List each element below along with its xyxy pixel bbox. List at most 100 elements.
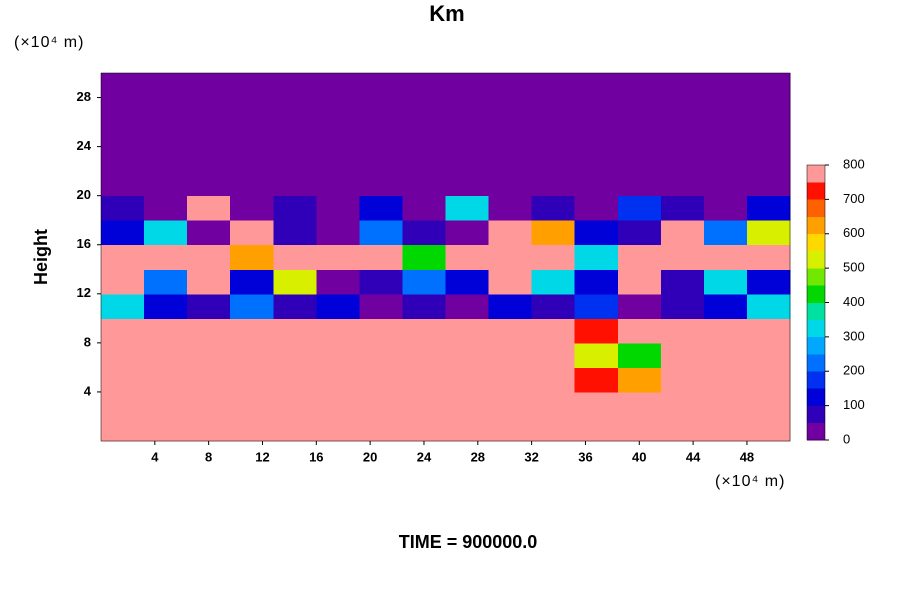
cell: [273, 416, 317, 442]
cell: [402, 122, 446, 148]
cell: [402, 171, 446, 197]
cell: [703, 122, 748, 148]
cell: [101, 318, 145, 344]
cell: [703, 195, 748, 221]
cell: [746, 122, 791, 148]
cell: [402, 97, 446, 123]
cell: [144, 416, 188, 442]
cell: [101, 220, 145, 246]
cell: [359, 391, 403, 417]
cell: [230, 367, 274, 393]
cell: [144, 391, 188, 417]
cell: [445, 244, 490, 270]
cell: [488, 342, 533, 368]
cell: [660, 269, 705, 295]
time-label: TIME = 900000.0: [399, 532, 538, 552]
cell: [187, 318, 231, 344]
cell: [316, 122, 360, 148]
cell: [445, 391, 490, 417]
colorbar-band: [807, 422, 825, 441]
y-tick-label: 20: [77, 187, 91, 202]
cell: [230, 220, 274, 246]
cell: [101, 97, 145, 123]
colorbar-tick-label: 0: [843, 431, 850, 446]
cell: [660, 318, 705, 344]
cell: [574, 122, 619, 148]
cell: [574, 171, 619, 197]
cell: [617, 269, 662, 295]
cell: [617, 244, 662, 270]
cell: [488, 269, 533, 295]
cell: [574, 97, 619, 123]
cell: [144, 195, 188, 221]
x-unit: (×10⁴ m): [715, 473, 785, 490]
cell: [187, 146, 231, 172]
cell: [574, 220, 619, 246]
cell: [316, 269, 360, 295]
cell: [187, 244, 231, 270]
cell: [402, 220, 446, 246]
cell: [402, 416, 446, 442]
cell: [273, 269, 317, 295]
cell: [746, 269, 791, 295]
cell: [101, 269, 145, 295]
cell: [531, 122, 576, 148]
cell: [660, 342, 705, 368]
cell: [359, 367, 403, 393]
cell: [316, 171, 360, 197]
cell: [445, 73, 490, 99]
cell: [273, 220, 317, 246]
cell: [617, 342, 662, 368]
cell: [359, 269, 403, 295]
x-tick-label: 16: [309, 449, 323, 464]
cell: [273, 293, 317, 319]
x-tick-label: 32: [524, 449, 538, 464]
cell: [273, 171, 317, 197]
cell: [273, 391, 317, 417]
cell: [230, 391, 274, 417]
cell: [703, 416, 748, 442]
y-tick-label: 24: [77, 138, 92, 153]
cell: [746, 146, 791, 172]
cell: [617, 122, 662, 148]
cell: [101, 146, 145, 172]
cell: [574, 293, 619, 319]
cell: [660, 73, 705, 99]
cell: [617, 220, 662, 246]
y-tick-label: 4: [84, 383, 92, 398]
cell: [445, 269, 490, 295]
cell: [617, 171, 662, 197]
cell: [273, 367, 317, 393]
cell: [359, 195, 403, 221]
cell: [746, 416, 791, 442]
cell: [703, 367, 748, 393]
cell: [660, 146, 705, 172]
cell: [488, 146, 533, 172]
cell: [746, 97, 791, 123]
colorbar-tick-label: 700: [843, 191, 865, 206]
cell: [445, 146, 490, 172]
colorbar-band: [807, 388, 825, 406]
cell: [230, 318, 274, 344]
colorbar-band: [807, 336, 825, 355]
cell: [359, 342, 403, 368]
cell: [187, 342, 231, 368]
cell: [660, 391, 705, 417]
colorbar-tick-label: 300: [843, 328, 865, 343]
y-tick-label: 28: [77, 89, 91, 104]
cell: [316, 342, 360, 368]
cell: [187, 195, 231, 221]
cell: [144, 73, 188, 99]
cell: [144, 318, 188, 344]
colorbar-band: [807, 199, 825, 217]
cell: [359, 146, 403, 172]
x-tick-label: 24: [417, 449, 432, 464]
y-unit: (×10⁴ m): [14, 34, 84, 51]
cell: [703, 318, 748, 344]
x-tick-label: 28: [471, 449, 485, 464]
cell: [703, 220, 748, 246]
cell: [660, 97, 705, 123]
cell: [402, 318, 446, 344]
cell: [187, 293, 231, 319]
